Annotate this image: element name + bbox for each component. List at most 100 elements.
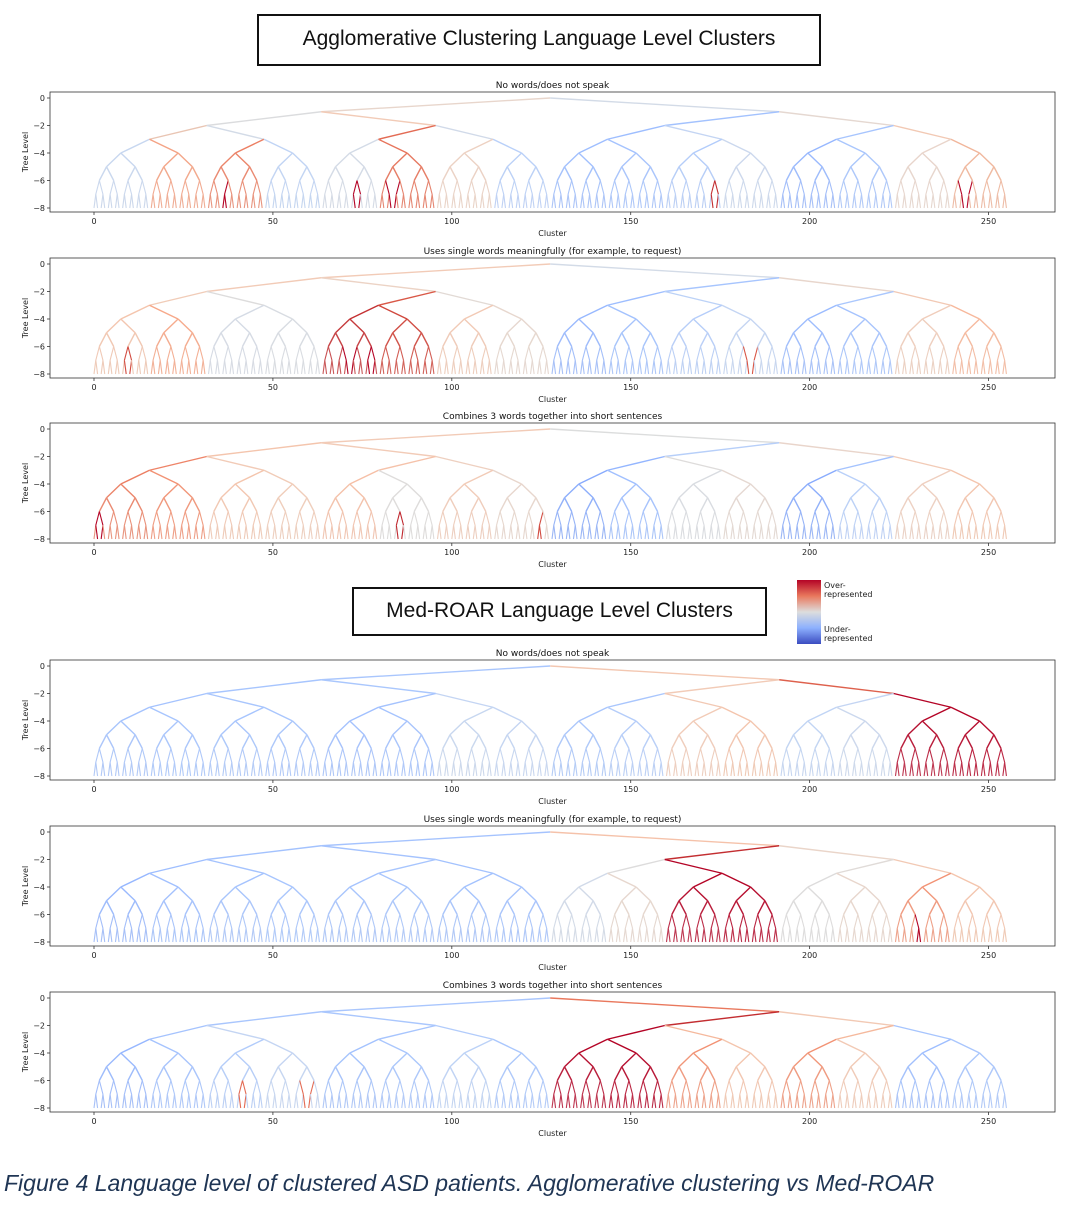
- dendrogram-branch: [792, 166, 802, 181]
- dendrogram-branch: [932, 928, 936, 943]
- dendrogram-branch: [345, 1094, 349, 1109]
- dendrogram-branch: [188, 1094, 192, 1109]
- dendrogram-branch: [614, 914, 619, 929]
- dendrogram-branch: [708, 525, 712, 540]
- dendrogram-branch: [637, 360, 641, 375]
- dendrogram-branch: [1002, 525, 1006, 540]
- dendrogram-branch: [689, 1094, 693, 1109]
- dendrogram-branch: [122, 1094, 125, 1109]
- dendrogram-branch: [424, 748, 430, 763]
- dendrogram-branch: [651, 1094, 655, 1109]
- dendrogram-branch: [170, 914, 176, 929]
- dendrogram-branch: [145, 360, 149, 375]
- dendrogram-branch: [256, 180, 261, 195]
- dendrogram-branch: [839, 525, 843, 540]
- dendrogram-branch: [968, 1094, 972, 1109]
- dendrogram-branch: [560, 525, 564, 540]
- dendrogram-branch: [172, 762, 176, 777]
- dendrogram-branch: [352, 346, 358, 361]
- dendrogram-branch: [793, 1052, 809, 1068]
- dendrogram-branch: [880, 762, 884, 777]
- dendrogram-branch: [479, 194, 483, 209]
- dendrogram-branch: [725, 180, 730, 195]
- dendrogram-branch: [782, 360, 786, 375]
- dendrogram-branch: [649, 734, 659, 749]
- dendrogram-branch: [451, 928, 455, 943]
- dendrogram-branch: [930, 762, 934, 777]
- dendrogram-branch: [682, 525, 685, 540]
- dendrogram-branch: [272, 360, 276, 375]
- dendrogram-branch: [360, 525, 363, 540]
- dendrogram-branch: [309, 194, 313, 209]
- dendrogram-branch: [782, 194, 786, 209]
- dendrogram-branch: [916, 762, 920, 777]
- dendrogram-branch: [222, 360, 226, 375]
- dendrogram-branch: [470, 914, 476, 929]
- dendrogram-branch: [417, 360, 421, 375]
- dendrogram-branch: [428, 346, 433, 361]
- dendrogram-branch: [324, 180, 329, 195]
- dendrogram-branch: [925, 1094, 929, 1109]
- dendrogram-branch: [800, 748, 805, 763]
- dendrogram-branch: [542, 748, 548, 763]
- dendrogram-branch: [300, 194, 304, 209]
- dendrogram-branch: [807, 469, 837, 485]
- dendrogram-branch: [442, 734, 451, 749]
- dendrogram-branch: [887, 1094, 891, 1109]
- dendrogram-branch: [499, 1080, 505, 1095]
- dendrogram-branch: [381, 180, 387, 195]
- dendrogram-branch: [624, 748, 630, 763]
- dendrogram-branch: [665, 194, 669, 209]
- dendrogram-branch: [381, 346, 387, 361]
- dendrogram-branch: [402, 928, 406, 943]
- dendrogram-branch: [513, 180, 519, 195]
- dendrogram-branch: [830, 1094, 834, 1109]
- dendrogram-branch: [145, 194, 149, 209]
- dendrogram-branch: [746, 360, 750, 375]
- dendrogram-branch: [343, 525, 347, 540]
- dendrogram-branch: [922, 469, 952, 485]
- dendrogram-branch: [553, 1080, 558, 1095]
- dendrogram-branch: [757, 900, 766, 915]
- dendrogram-branch: [599, 511, 605, 526]
- dendrogram-branch: [789, 928, 793, 943]
- dendrogram-branch: [200, 1094, 204, 1109]
- x-axis-label: Cluster: [538, 560, 567, 569]
- dendrogram-branch: [358, 194, 362, 209]
- dendrogram-branch: [529, 194, 533, 209]
- dendrogram-branch: [479, 360, 483, 375]
- dendrogram-branch: [299, 1080, 304, 1095]
- dendrogram-branch: [785, 748, 791, 763]
- dendrogram-branch: [857, 180, 863, 195]
- dendrogram-branch: [556, 511, 562, 526]
- dendrogram-branch: [372, 1094, 376, 1109]
- dendrogram-branch: [367, 511, 372, 526]
- dendrogram-branch: [324, 511, 329, 526]
- dendrogram-branch: [979, 483, 995, 499]
- dendrogram-branch: [682, 180, 687, 195]
- dendrogram-branch: [800, 180, 805, 195]
- dendrogram-branch: [550, 831, 780, 847]
- dendrogram-branch: [852, 928, 855, 943]
- dendrogram-branch: [292, 1052, 308, 1068]
- dendrogram-branch: [639, 511, 644, 526]
- dendrogram-branch: [653, 511, 659, 526]
- dendrogram-branch: [730, 1094, 734, 1109]
- dendrogram-branch: [136, 194, 140, 209]
- dendrogram-branch: [689, 928, 693, 943]
- dendrogram-branch: [873, 1094, 877, 1109]
- dendrogram-branch: [907, 166, 916, 181]
- dendrogram-branch: [487, 762, 490, 777]
- dendrogram-branch: [657, 346, 662, 361]
- dendrogram-branch: [921, 886, 938, 902]
- dendrogram-branch: [694, 360, 698, 375]
- dendrogram-branch: [138, 360, 142, 375]
- dendrogram-branch: [188, 928, 192, 943]
- dendrogram-branch: [127, 1066, 136, 1081]
- dendrogram-branch: [249, 332, 258, 347]
- dendrogram-branch: [693, 1038, 723, 1054]
- dendrogram-branch: [141, 511, 147, 526]
- dendrogram-branch: [966, 525, 970, 540]
- dendrogram-branch: [710, 525, 714, 540]
- dendrogram-branch: [381, 194, 385, 209]
